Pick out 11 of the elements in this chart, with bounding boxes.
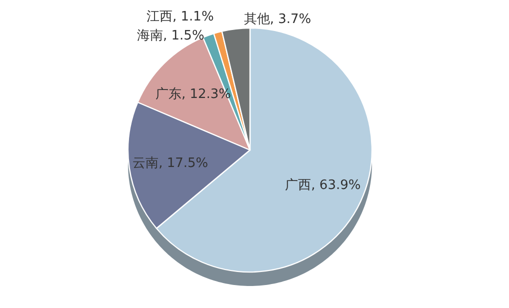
data-label: , 3.7% (270, 12, 312, 27)
slice-label: 其他 (244, 12, 270, 27)
data-label: , 17.5% (158, 156, 208, 171)
slice-label: 广东 (155, 86, 182, 102)
slice-label: 海南 (137, 28, 164, 44)
slice-label: 广西 (285, 178, 312, 194)
data-label: , 1.5% (163, 28, 204, 44)
slice-label: 江西 (146, 9, 173, 24)
data-label: , 1.1% (172, 9, 214, 24)
data-label: , 63.9% (311, 178, 361, 194)
slice-label: 云南 (132, 156, 159, 171)
